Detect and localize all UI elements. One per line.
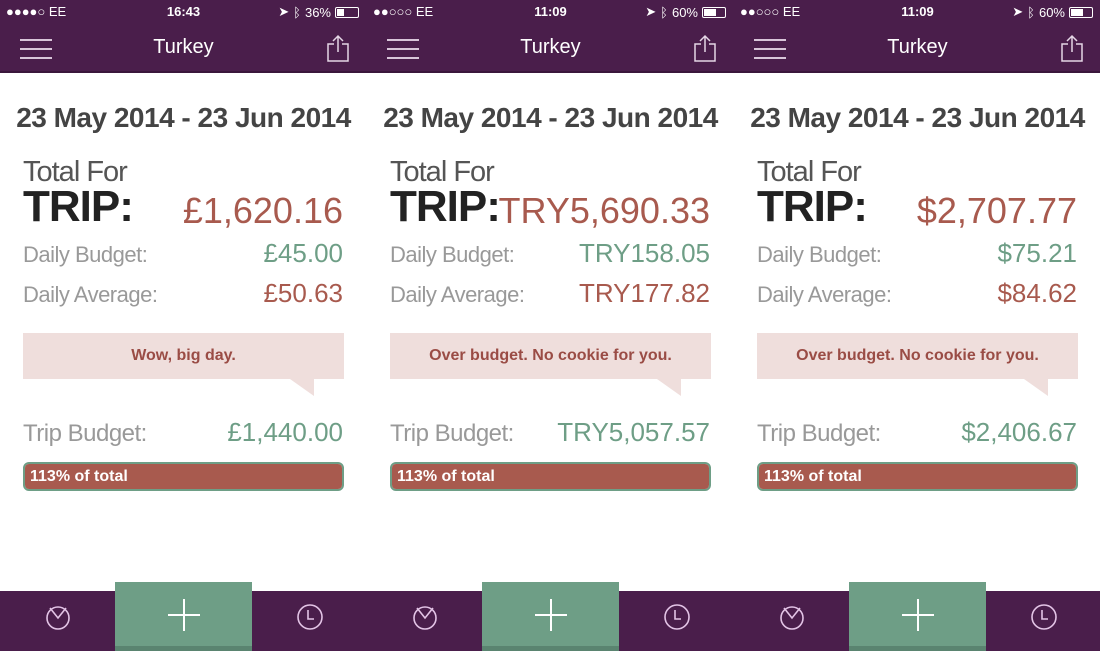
status-bar: ●●●●○ EE 16:43 ➤ ᛒ 36% [0, 0, 367, 24]
hamburger-menu-icon[interactable] [20, 39, 52, 59]
battery-icon [1069, 6, 1093, 18]
share-icon[interactable] [327, 34, 349, 62]
daily-budget-value: $75.21 [997, 238, 1077, 268]
trip-budget-value: $2,406.67 [961, 417, 1077, 447]
bubble-tail [290, 379, 314, 396]
pie-chart-icon[interactable] [411, 603, 439, 631]
progress-label: 113% of total [764, 468, 862, 485]
carrier-signal: ●●○○○ EE [373, 4, 434, 19]
page-title: Turkey [520, 36, 581, 58]
message-bubble: Over budget. No cookie for you. [390, 333, 711, 379]
phone-screen: ●●●●○ EE 16:43 ➤ ᛒ 36% Turkey 23 May 201… [0, 0, 367, 651]
status-bar: ●●○○○ EE 11:09 ➤ ᛒ 60% [734, 0, 1100, 24]
trip-budget-value: £1,440.00 [227, 417, 343, 447]
total-for-label: Total For [757, 156, 862, 188]
carrier-signal: ●●○○○ EE [740, 4, 801, 19]
bluetooth-icon: ᛒ [293, 4, 301, 20]
budget-progress-bar: 113% of total [390, 462, 711, 491]
status-right: ➤ ᛒ 60% [1012, 4, 1093, 20]
location-icon: ➤ [278, 4, 290, 19]
trip-label: TRIP: [757, 182, 868, 231]
daily-budget-label: Daily Budget: [390, 242, 515, 267]
history-clock-icon[interactable] [1030, 603, 1058, 631]
plus-icon [168, 599, 200, 631]
status-bar: ●●○○○ EE 11:09 ➤ ᛒ 60% [367, 0, 734, 24]
trip-budget-label: Trip Budget: [757, 420, 881, 447]
date-range: 23 May 2014 - 23 Jun 2014 [750, 102, 1085, 133]
location-icon: ➤ [645, 4, 657, 19]
date-range: 23 May 2014 - 23 Jun 2014 [383, 102, 718, 133]
add-expense-button[interactable] [482, 582, 619, 651]
message-bubble: Over budget. No cookie for you. [757, 333, 1078, 379]
clock: 11:09 [901, 4, 934, 19]
battery-percent: 36% [304, 4, 331, 20]
phone-screen: ●●○○○ EE 11:09 ➤ ᛒ 60% Turkey 23 May 201… [367, 0, 734, 651]
page-title: Turkey [153, 36, 214, 58]
clock: 11:09 [534, 4, 567, 19]
pie-chart-icon[interactable] [778, 603, 806, 631]
battery-icon [702, 6, 726, 18]
progress-fill [392, 464, 709, 489]
plus-icon [535, 599, 567, 631]
add-expense-button[interactable] [115, 582, 252, 651]
status-right: ➤ ᛒ 60% [645, 4, 726, 20]
progress-fill [759, 464, 1076, 489]
total-for-label: Total For [23, 156, 128, 188]
trip-budget-label: Trip Budget: [23, 420, 147, 447]
message-bubble: Wow, big day. [23, 333, 344, 379]
bubble-tail [1024, 379, 1048, 396]
battery-percent: 60% [671, 4, 698, 20]
add-expense-button[interactable] [849, 582, 986, 651]
daily-average-label: Daily Average: [757, 282, 892, 307]
trip-label: TRIP: [390, 182, 501, 231]
plus-icon [902, 599, 934, 631]
history-clock-icon[interactable] [296, 603, 324, 631]
trip-total: $2,707.77 [916, 190, 1077, 231]
battery-percent: 60% [1038, 4, 1065, 20]
carrier-signal: ●●●●○ EE [6, 4, 67, 19]
daily-average-label: Daily Average: [23, 282, 158, 307]
trip-budget-value: TRY5,057.57 [557, 417, 710, 447]
budget-progress-bar: 113% of total [23, 462, 344, 491]
budget-progress-bar: 113% of total [757, 462, 1078, 491]
trip-budget-label: Trip Budget: [390, 420, 514, 447]
clock: 16:43 [166, 4, 201, 19]
bubble-tail [657, 379, 681, 396]
daily-average-value: $84.62 [997, 278, 1077, 308]
hamburger-menu-icon[interactable] [754, 39, 786, 59]
progress-fill [25, 464, 342, 489]
battery-icon [335, 6, 359, 18]
daily-budget-label: Daily Budget: [23, 242, 148, 267]
trip-total: TRY5,690.33 [498, 190, 710, 231]
progress-label: 113% of total [397, 468, 495, 485]
status-right: ➤ ᛒ 36% [278, 4, 359, 20]
share-icon[interactable] [694, 34, 716, 62]
phone-screen: ●●○○○ EE 11:09 ➤ ᛒ 60% Turkey 23 May 201… [734, 0, 1100, 651]
history-clock-icon[interactable] [663, 603, 691, 631]
daily-budget-label: Daily Budget: [757, 242, 882, 267]
hamburger-menu-icon[interactable] [387, 39, 419, 59]
bluetooth-icon: ᛒ [1027, 4, 1035, 20]
bluetooth-icon: ᛒ [660, 4, 668, 20]
date-range: 23 May 2014 - 23 Jun 2014 [16, 102, 351, 133]
nav-bar: Turkey [734, 24, 1100, 73]
location-icon: ➤ [1012, 4, 1024, 19]
daily-average-label: Daily Average: [390, 282, 525, 307]
progress-label: 113% of total [30, 468, 128, 485]
daily-average-value: £50.63 [263, 278, 343, 308]
page-title: Turkey [887, 36, 948, 58]
daily-budget-value: £45.00 [263, 238, 343, 268]
pie-chart-icon[interactable] [44, 603, 72, 631]
trip-total: £1,620.16 [182, 190, 343, 231]
total-for-label: Total For [390, 156, 495, 188]
trip-label: TRIP: [23, 182, 134, 231]
nav-bar: Turkey [0, 24, 367, 73]
daily-budget-value: TRY158.05 [578, 238, 710, 268]
share-icon[interactable] [1061, 34, 1083, 62]
daily-average-value: TRY177.82 [578, 278, 710, 308]
nav-bar: Turkey [367, 24, 734, 73]
